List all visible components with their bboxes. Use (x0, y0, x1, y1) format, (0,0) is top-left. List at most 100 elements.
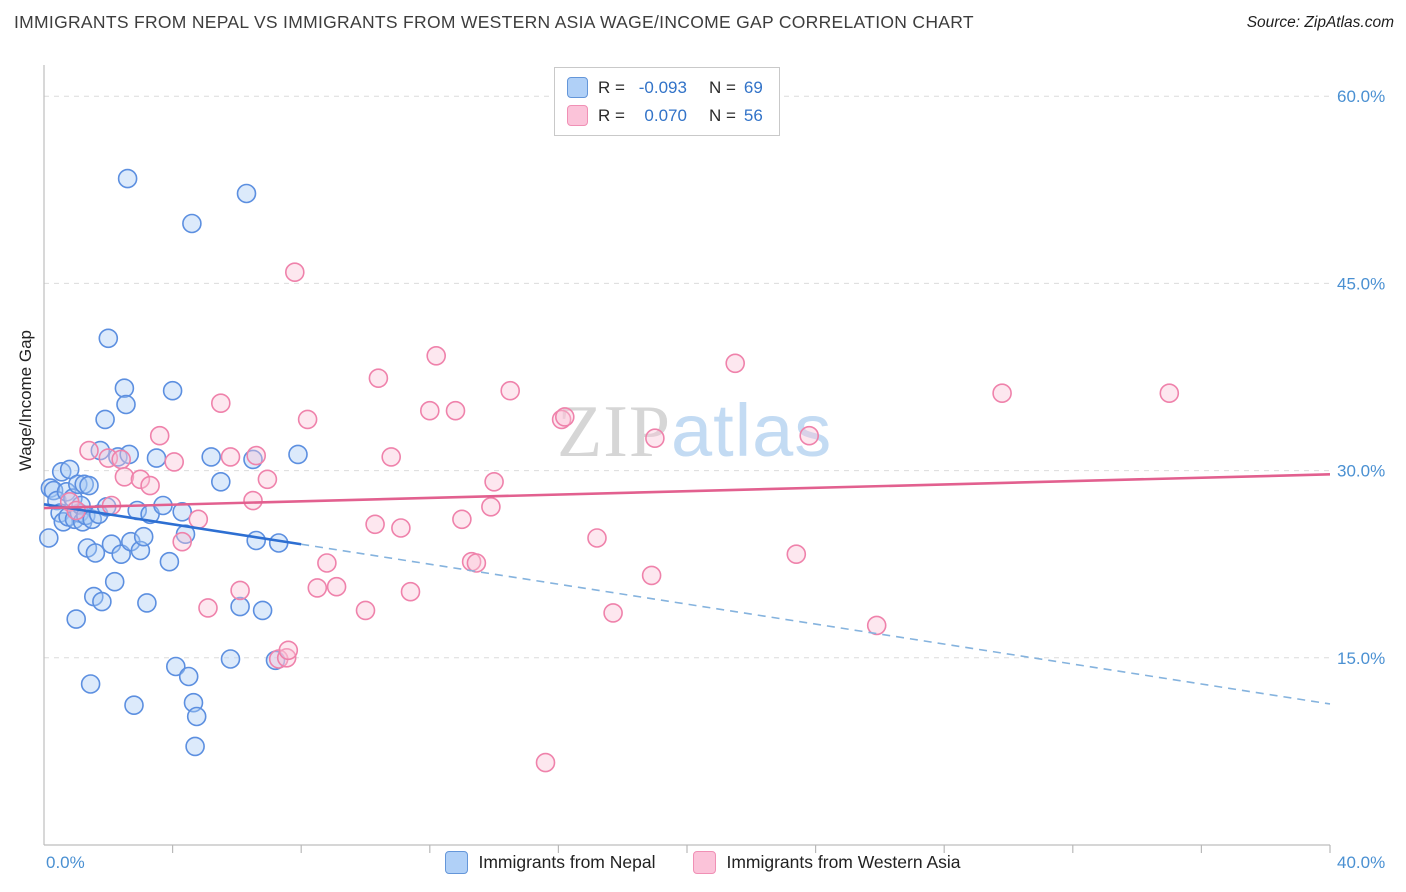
western-asia-point (452, 509, 472, 530)
western-asia-point (230, 580, 250, 601)
legend-row-nepal: R = -0.093 N = 69 (567, 77, 763, 98)
nepal-point (236, 183, 257, 204)
nepal-point (201, 447, 221, 467)
nepal-point (133, 526, 154, 547)
nepal-point (98, 328, 119, 349)
western-asia-point (317, 553, 337, 573)
western-asia-point (211, 393, 231, 414)
nepal-point (172, 501, 192, 522)
y-tick-label: 15.0% (1337, 649, 1385, 668)
n-label: N = (708, 106, 736, 125)
western-asia-point (276, 647, 297, 668)
correlation-legend-box: R = -0.093 N = 69 R = 0.070 N = 56 (554, 67, 780, 136)
western-asia-point (535, 752, 556, 773)
western-asia-point (400, 581, 421, 602)
n-value-nepal: 69 (743, 78, 763, 97)
western-asia-point (114, 466, 135, 487)
nepal-point (92, 591, 112, 612)
western-asia-point (307, 578, 328, 598)
western-asia-point (257, 469, 278, 490)
legend-item-western-asia: Immigrants from Western Asia (693, 851, 961, 874)
western-asia-point (243, 490, 263, 511)
western-asia-point (992, 383, 1012, 404)
western-asia-point (164, 452, 184, 472)
nepal-point (66, 609, 86, 629)
legend-row-western-asia: R = 0.070 N = 56 (567, 105, 763, 126)
western-asia-point (645, 428, 665, 449)
series-legend: Immigrants from Nepal Immigrants from We… (0, 851, 1406, 874)
nepal-legend-swatch (445, 851, 469, 874)
nepal-point (90, 440, 111, 461)
nepal-point (288, 444, 308, 465)
western-asia-trendline (43, 473, 1331, 510)
western-asia-point (326, 576, 347, 597)
legend-item-nepal: Immigrants from Nepal (445, 851, 655, 874)
western-asia-point (419, 400, 440, 421)
nepal-point (79, 475, 99, 496)
western-asia-point (391, 518, 411, 538)
nepal-point (230, 596, 250, 617)
x-axis-min-label: 0.0% (46, 853, 85, 872)
x-axis-max-label: 40.0% (1337, 853, 1386, 872)
nepal-point (80, 674, 101, 694)
nepal-swatch (567, 77, 588, 98)
nepal-point (185, 736, 205, 757)
r-value-nepal: -0.093 (638, 78, 687, 97)
western-asia-point (466, 553, 487, 573)
nepal-point (114, 378, 135, 399)
nepal-point (220, 649, 241, 669)
nepal-point (137, 593, 157, 613)
western-asia-point (130, 469, 151, 490)
n-label: N = (708, 78, 736, 97)
western-asia-swatch (567, 105, 588, 126)
western-asia-point (1159, 383, 1180, 404)
n-value-western-asia: 56 (743, 106, 763, 125)
western-asia-point (799, 425, 820, 446)
western-asia-point (641, 565, 662, 586)
nepal-legend-label: Immigrants from Nepal (478, 852, 656, 872)
western-asia-point (551, 409, 572, 430)
western-asia-point (188, 509, 209, 530)
western-asia-point (445, 400, 466, 421)
nepal-point (117, 168, 138, 189)
nepal-point (182, 213, 202, 234)
nepal-point (166, 656, 186, 677)
nepal-point (186, 706, 207, 727)
nepal-point (162, 380, 183, 401)
western-asia-point (297, 409, 318, 430)
western-asia-point (365, 514, 385, 535)
western-asia-point (278, 640, 299, 661)
western-asia-point (172, 531, 192, 552)
y-tick-label: 30.0% (1337, 462, 1385, 481)
r-label: R = (598, 106, 625, 125)
nepal-point (211, 471, 231, 492)
r-label: R = (598, 78, 625, 97)
y-tick-label: 45.0% (1337, 274, 1385, 293)
western-asia-legend-label: Immigrants from Western Asia (726, 852, 961, 872)
y-tick-label: 60.0% (1337, 87, 1385, 106)
nepal-trendline-extension (301, 543, 1331, 705)
western-asia-point (79, 440, 99, 461)
nepal-point (85, 543, 106, 563)
nepal-point (159, 551, 180, 572)
nepal-point (116, 394, 136, 415)
nepal-point (252, 600, 273, 621)
western-asia-legend-swatch (693, 851, 717, 874)
nepal-trendline (43, 503, 302, 546)
western-asia-point (866, 615, 887, 636)
western-asia-point (355, 600, 376, 621)
page-title: IMMIGRANTS FROM NEPAL VS IMMIGRANTS FROM… (14, 12, 974, 32)
western-asia-point (500, 380, 521, 401)
western-asia-point (426, 345, 447, 366)
western-asia-point (140, 475, 160, 496)
nepal-point (104, 571, 125, 592)
nepal-point (146, 448, 167, 468)
nepal-point (124, 695, 144, 716)
nepal-point (178, 666, 199, 687)
nepal-point (38, 528, 59, 548)
western-asia-point (220, 447, 241, 467)
western-asia-point (786, 544, 807, 565)
source-label: Source: ZipAtlas.com (1246, 14, 1394, 31)
